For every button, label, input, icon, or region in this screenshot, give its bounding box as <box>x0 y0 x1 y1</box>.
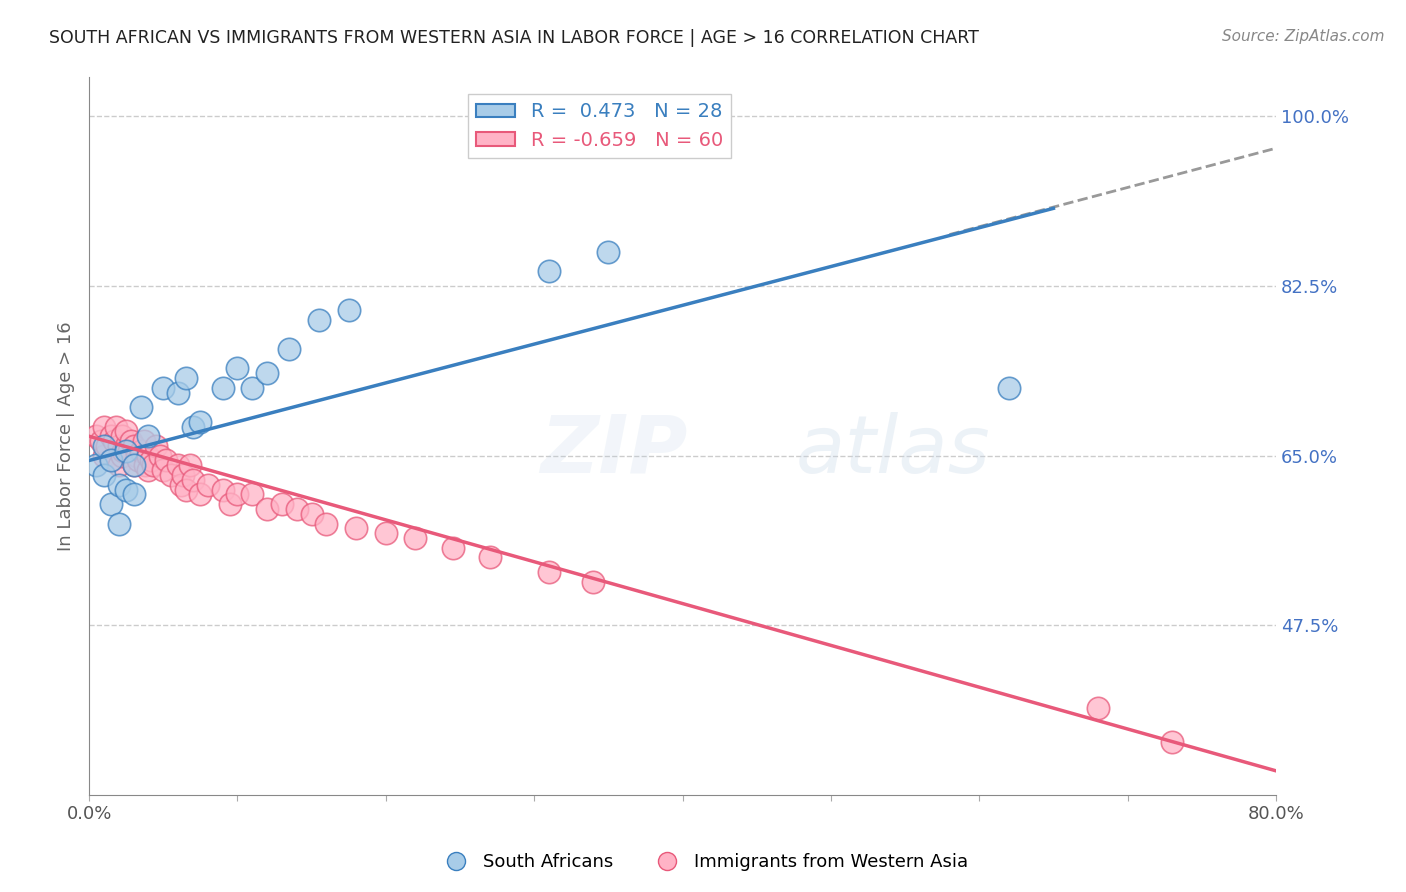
Point <box>138 463 160 477</box>
Point <box>374 526 396 541</box>
Point <box>86 458 108 473</box>
Point <box>219 497 242 511</box>
Point <box>120 434 142 449</box>
Point <box>478 550 501 565</box>
Point <box>152 381 174 395</box>
Point <box>1161 735 1184 749</box>
Point <box>107 458 129 473</box>
Point <box>149 449 172 463</box>
Point <box>127 453 149 467</box>
Text: SOUTH AFRICAN VS IMMIGRANTS FROM WESTERN ASIA IN LABOR FORCE | AGE > 16 CORRELAT: SOUTH AFRICAN VS IMMIGRANTS FROM WESTERN… <box>49 29 979 46</box>
Point <box>181 473 204 487</box>
Point <box>138 449 160 463</box>
Point <box>240 487 263 501</box>
Point <box>598 245 620 260</box>
Point <box>100 453 122 467</box>
Point <box>197 477 219 491</box>
Point <box>122 439 145 453</box>
Legend: R =  0.473   N = 28, R = -0.659   N = 60: R = 0.473 N = 28, R = -0.659 N = 60 <box>468 95 731 158</box>
Point <box>240 381 263 395</box>
Point <box>256 502 278 516</box>
Text: ZIP: ZIP <box>540 411 688 490</box>
Point <box>315 516 337 531</box>
Point <box>115 425 138 439</box>
Point <box>301 507 323 521</box>
Point <box>226 361 249 376</box>
Point <box>167 385 190 400</box>
Point <box>129 400 152 414</box>
Point <box>174 371 197 385</box>
Point <box>278 342 301 356</box>
Point <box>115 483 138 497</box>
Point <box>111 429 134 443</box>
Point <box>118 443 141 458</box>
Point <box>90 434 112 449</box>
Point <box>404 531 426 545</box>
Point <box>125 449 148 463</box>
Point <box>111 449 134 463</box>
Point <box>211 483 233 497</box>
Point <box>115 443 138 458</box>
Point <box>441 541 464 555</box>
Point <box>226 487 249 501</box>
Point <box>115 439 138 453</box>
Point <box>138 429 160 443</box>
Point <box>337 303 360 318</box>
Point <box>107 477 129 491</box>
Point <box>998 381 1021 395</box>
Point <box>344 521 367 535</box>
Point <box>256 366 278 380</box>
Point <box>145 439 167 453</box>
Point <box>308 313 330 327</box>
Point <box>100 497 122 511</box>
Point <box>93 419 115 434</box>
Point <box>537 264 560 278</box>
Point <box>100 453 122 467</box>
Point <box>104 419 127 434</box>
Point <box>188 487 211 501</box>
Text: Source: ZipAtlas.com: Source: ZipAtlas.com <box>1222 29 1385 44</box>
Point <box>1087 700 1109 714</box>
Y-axis label: In Labor Force | Age > 16: In Labor Force | Age > 16 <box>58 321 75 551</box>
Point <box>122 458 145 473</box>
Point <box>211 381 233 395</box>
Point <box>172 468 194 483</box>
Point <box>167 458 190 473</box>
Point <box>134 458 156 473</box>
Point <box>107 516 129 531</box>
Point <box>179 458 201 473</box>
Point <box>132 434 155 449</box>
Point <box>152 463 174 477</box>
Point <box>188 415 211 429</box>
Point <box>122 487 145 501</box>
Legend: South Africans, Immigrants from Western Asia: South Africans, Immigrants from Western … <box>430 847 976 879</box>
Point <box>142 458 165 473</box>
Point <box>129 443 152 458</box>
Point <box>155 453 177 467</box>
Point <box>86 429 108 443</box>
Point <box>271 497 294 511</box>
Point <box>93 449 115 463</box>
Point <box>107 439 129 453</box>
Point <box>96 439 118 453</box>
Point <box>122 458 145 473</box>
Point <box>141 453 163 467</box>
Point <box>100 429 122 443</box>
Point <box>170 477 193 491</box>
Point <box>582 574 605 589</box>
Point <box>285 502 308 516</box>
Point <box>537 565 560 579</box>
Point <box>103 434 125 449</box>
Point <box>93 468 115 483</box>
Point <box>181 419 204 434</box>
Point <box>174 483 197 497</box>
Point <box>112 443 135 458</box>
Point <box>93 439 115 453</box>
Point <box>159 468 181 483</box>
Text: atlas: atlas <box>796 411 990 490</box>
